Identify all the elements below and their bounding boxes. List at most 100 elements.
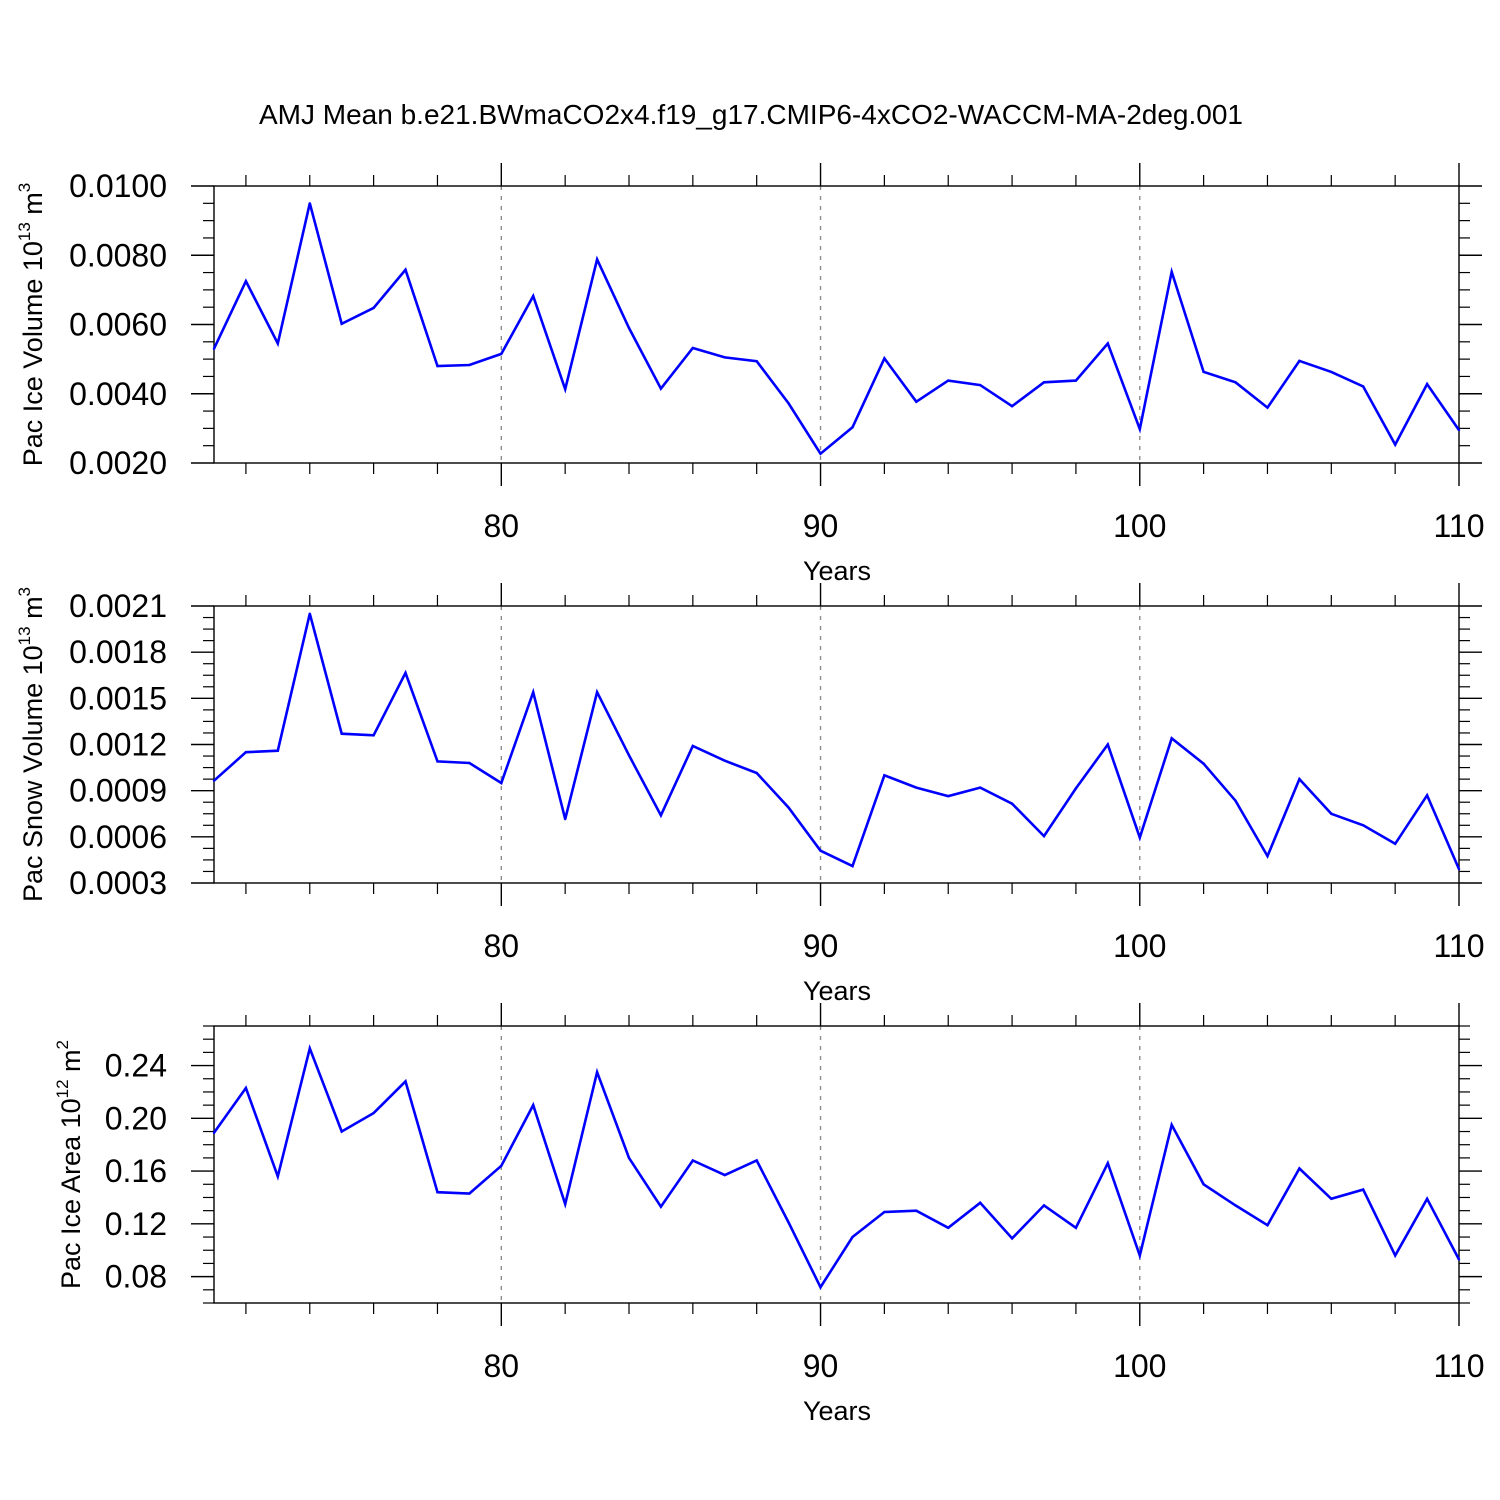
data-point bbox=[787, 1221, 790, 1224]
data-point bbox=[436, 1191, 439, 1194]
data-point bbox=[978, 383, 982, 387]
data-point bbox=[883, 774, 886, 777]
data-point bbox=[372, 734, 375, 737]
data-point bbox=[212, 779, 216, 782]
data-point bbox=[915, 786, 918, 789]
y-tick-label: 0.08 bbox=[105, 1259, 167, 1295]
data-point bbox=[1362, 385, 1365, 388]
data-point bbox=[1074, 787, 1078, 790]
data-point bbox=[500, 1164, 503, 1168]
data-point bbox=[978, 1201, 982, 1204]
y-axis-label: Pac Ice Volume 1013 m3 bbox=[15, 183, 48, 467]
data-point bbox=[1425, 1197, 1429, 1200]
data-point bbox=[468, 363, 471, 367]
data-point bbox=[947, 794, 950, 798]
data-point bbox=[500, 352, 503, 356]
data-point bbox=[851, 426, 854, 429]
data-point bbox=[244, 750, 248, 754]
data-point bbox=[915, 1209, 918, 1212]
y-tick-label: 0.0040 bbox=[69, 376, 167, 412]
data-point bbox=[532, 294, 535, 298]
data-point bbox=[1042, 834, 1046, 838]
data-point bbox=[595, 258, 599, 261]
data-point bbox=[340, 732, 343, 735]
data-point bbox=[468, 1192, 471, 1195]
y-tick-label: 0.0009 bbox=[69, 773, 167, 809]
data-point bbox=[1202, 762, 1205, 765]
x-tick-label: 110 bbox=[1433, 508, 1484, 544]
x-tick-label: 80 bbox=[484, 928, 520, 964]
data-point bbox=[755, 360, 758, 363]
data-point bbox=[1457, 1258, 1461, 1261]
y-tick-label: 0.24 bbox=[105, 1048, 167, 1084]
data-point bbox=[1393, 443, 1397, 446]
data-point bbox=[1234, 381, 1237, 384]
data-point bbox=[340, 322, 343, 326]
data-point bbox=[276, 749, 280, 752]
data-point bbox=[1234, 799, 1237, 802]
data-point bbox=[1266, 1223, 1269, 1227]
data-point bbox=[1330, 370, 1333, 374]
panel-3: 80 90 100 110 0.08 0.12 0.16 0.20 0.24 Years Pac I… bbox=[53, 1003, 1485, 1426]
data-point bbox=[851, 1235, 854, 1239]
chart-title: AMJ Mean b.e21.BWmaCO2x4.f19_g17.CMIP6-4… bbox=[259, 99, 1243, 130]
y-tick-label: 0.0018 bbox=[69, 634, 167, 670]
data-point bbox=[1457, 428, 1461, 432]
y-tick-label: 0.0021 bbox=[69, 588, 167, 624]
data-point bbox=[627, 754, 631, 757]
data-point bbox=[1010, 1237, 1014, 1240]
data-point bbox=[563, 1202, 567, 1206]
data-point bbox=[436, 364, 439, 368]
data-point bbox=[308, 202, 311, 205]
series-line bbox=[212, 202, 1461, 456]
data-point bbox=[308, 612, 311, 615]
x-tick-label: 90 bbox=[803, 508, 839, 544]
data-point bbox=[723, 356, 726, 359]
y-tick-label: 0.0100 bbox=[69, 168, 167, 204]
y-tick-label: 0.0020 bbox=[69, 445, 167, 481]
data-point bbox=[1074, 379, 1078, 382]
x-tick-label: 90 bbox=[803, 1348, 839, 1384]
data-point bbox=[1138, 427, 1141, 431]
data-point bbox=[627, 1156, 631, 1160]
data-point bbox=[978, 786, 982, 789]
data-point bbox=[883, 1210, 886, 1214]
data-point bbox=[563, 388, 567, 391]
data-point bbox=[500, 781, 503, 785]
data-point bbox=[1425, 382, 1429, 386]
series-line bbox=[213, 613, 1461, 870]
data-point bbox=[308, 1047, 311, 1050]
data-point bbox=[1042, 381, 1046, 384]
data-point bbox=[1170, 270, 1173, 274]
y-axis-label: Pac Snow Volume 1013 m3 bbox=[15, 587, 48, 902]
data-point bbox=[404, 1080, 407, 1083]
data-point bbox=[1330, 1197, 1333, 1200]
plot-frame bbox=[213, 185, 1460, 464]
x-tick-label: 100 bbox=[1113, 1348, 1166, 1384]
data-point bbox=[244, 280, 248, 283]
data-point bbox=[1362, 824, 1365, 827]
y-tick-label: 0.0015 bbox=[69, 680, 167, 716]
data-point bbox=[1362, 1188, 1365, 1191]
x-tick-label: 110 bbox=[1433, 1348, 1484, 1384]
data-point bbox=[723, 759, 726, 762]
y-axis-label: Pac Ice Area 1012 m2 bbox=[53, 1040, 86, 1289]
data-point bbox=[1074, 1226, 1078, 1230]
data-point bbox=[1330, 812, 1333, 815]
data-point bbox=[1298, 359, 1301, 363]
data-point bbox=[1106, 743, 1110, 746]
plot-frame bbox=[213, 1025, 1460, 1304]
data-point bbox=[787, 402, 790, 405]
data-point bbox=[819, 452, 822, 455]
data-point bbox=[468, 761, 471, 765]
x-tick-label: 80 bbox=[484, 1348, 520, 1384]
data-point bbox=[1042, 1204, 1046, 1207]
plot-frame bbox=[213, 605, 1460, 884]
panel-2: 80 90 100 110 0.0003 0.0006 0.0009 0.0012 0.0015… bbox=[15, 583, 1485, 1006]
data-point bbox=[915, 400, 918, 403]
y-tick-label: 0.0060 bbox=[69, 307, 167, 343]
data-point bbox=[1170, 1123, 1173, 1127]
x-axis-label: Years bbox=[803, 976, 871, 1006]
data-point bbox=[659, 814, 663, 817]
data-point bbox=[340, 1130, 343, 1133]
